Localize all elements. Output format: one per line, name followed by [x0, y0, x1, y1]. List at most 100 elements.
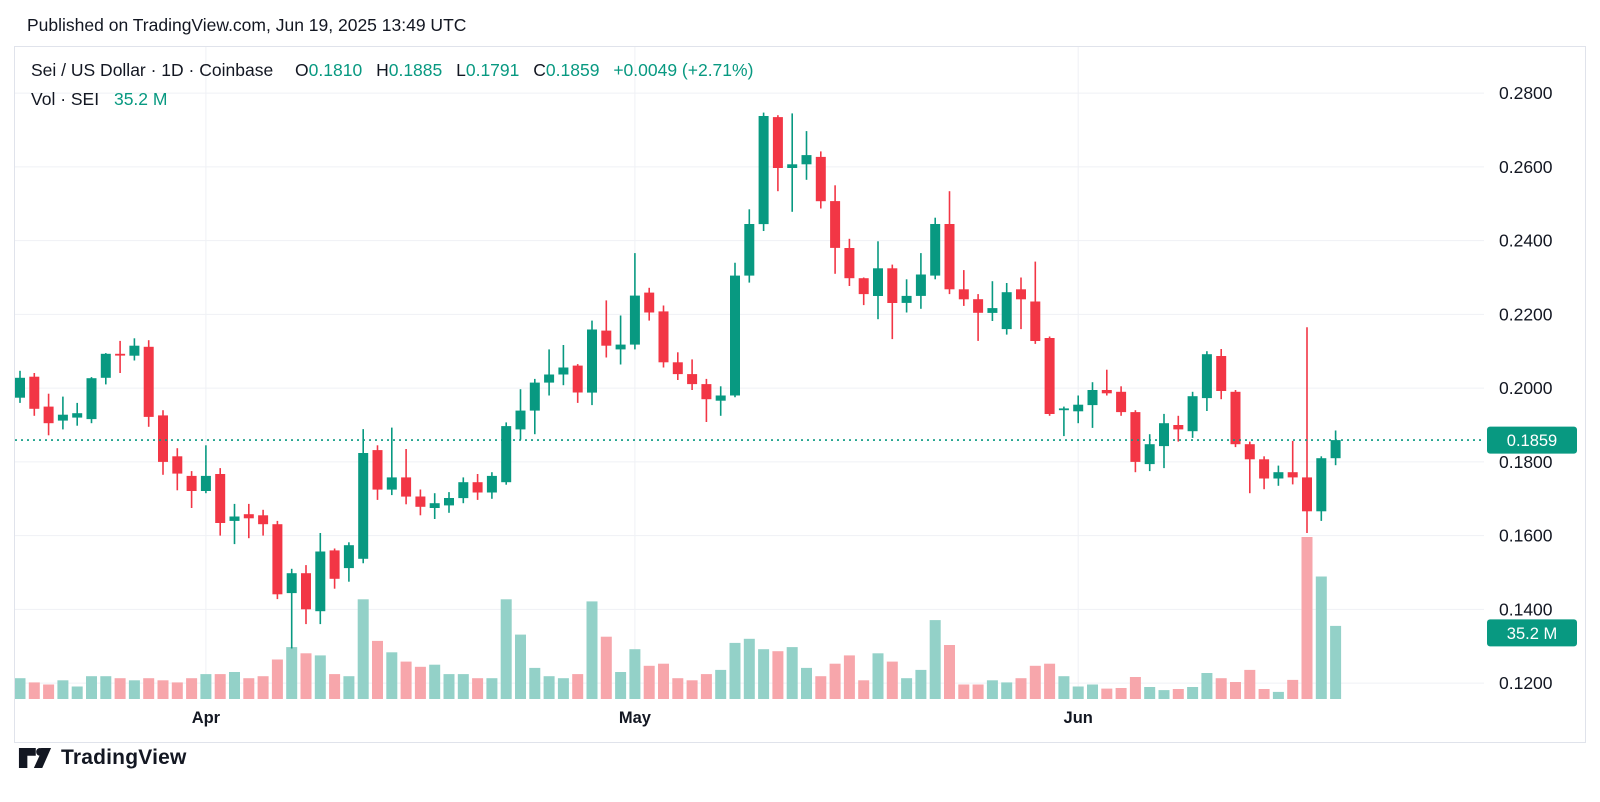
candle-body: [115, 353, 126, 356]
candle-body: [1016, 289, 1026, 300]
candle-body: [186, 475, 197, 491]
volume-bar: [858, 680, 870, 699]
volume-bar: [1087, 684, 1098, 699]
price-badge: 0.1859: [1487, 426, 1577, 454]
volume-bar: [57, 680, 69, 699]
y-axis-label[interactable]: 0.1600: [1499, 526, 1553, 546]
candle-body: [615, 344, 626, 350]
candle-body: [200, 475, 211, 491]
candle-body: [358, 453, 369, 559]
candle-body: [1173, 425, 1184, 430]
volume-bar: [329, 674, 341, 699]
candle-body: [558, 367, 569, 375]
candle-body: [715, 395, 726, 401]
candle-body: [1058, 408, 1069, 411]
low-label: L: [456, 60, 466, 80]
candle-body: [86, 378, 97, 420]
volume-bar: [15, 678, 26, 699]
y-axis-label[interactable]: 0.2200: [1499, 304, 1553, 324]
candle-body: [329, 550, 340, 579]
volume-badge: 35.2 M: [1487, 619, 1577, 647]
price-chart-canvas[interactable]: 0.2800 0.2600 0.2400 0.2200 0.2000 0.1800 0.16…: [15, 47, 1585, 742]
volume-bar: [1144, 687, 1156, 699]
candle-body: [386, 477, 397, 490]
volume-bar: [357, 599, 369, 699]
high-value: 0.1885: [388, 60, 443, 80]
volume-bar: [1158, 690, 1170, 699]
change-value: +0.0049 (+2.71%): [613, 60, 754, 80]
y-axis-label[interactable]: 0.2400: [1499, 231, 1553, 251]
volume-bar: [457, 674, 469, 699]
time-axis-label[interactable]: May: [619, 709, 652, 727]
volume-bar: [171, 682, 183, 699]
candle-body: [873, 268, 883, 296]
candle-body: [930, 224, 941, 276]
volume-bar: [429, 664, 441, 699]
candle-body: [272, 524, 283, 595]
candle-body: [744, 224, 755, 276]
volume-bar: [229, 672, 240, 699]
y-axis-label[interactable]: 0.2800: [1499, 83, 1553, 103]
candle-body: [1259, 459, 1270, 479]
candle-body: [1087, 390, 1098, 406]
candle-body: [944, 224, 955, 290]
candle-body: [1159, 423, 1169, 447]
symbol-title: Sei / US Dollar · 1D · Coinbase: [31, 60, 274, 80]
time-axis-label[interactable]: Jun: [1064, 709, 1093, 727]
candle-body: [1287, 472, 1298, 478]
volume-bar: [1115, 688, 1127, 699]
volume-bar: [801, 667, 812, 699]
low-value: 0.1791: [465, 60, 520, 80]
volume-bar: [743, 638, 755, 699]
candle-body: [401, 477, 412, 497]
candle-body: [501, 426, 512, 483]
svg-text:0.1859: 0.1859: [1507, 432, 1557, 450]
brand-text: TradingView: [61, 746, 187, 769]
candle-body: [29, 376, 40, 409]
candle-body: [1101, 390, 1112, 394]
volume-bar: [815, 676, 827, 699]
volume-bar: [286, 647, 298, 699]
candle-body: [486, 475, 497, 493]
candle-body: [172, 456, 183, 474]
candle-body: [1330, 440, 1341, 459]
candle-body: [57, 414, 68, 421]
volume-bar: [543, 676, 555, 699]
candle-body: [243, 514, 254, 519]
volume-bar: [1187, 687, 1199, 699]
candle-body: [844, 248, 855, 279]
volume-bar: [143, 678, 155, 699]
volume-bar: [1129, 677, 1141, 699]
y-axis-label[interactable]: 0.1400: [1499, 599, 1553, 619]
legend-volume-row[interactable]: Vol · SEI 35.2 M: [31, 89, 753, 110]
candle-body: [987, 308, 998, 313]
volume-bar: [214, 674, 226, 699]
volume-bar: [86, 676, 97, 699]
volume-bar: [486, 678, 498, 699]
y-axis-label[interactable]: 0.1200: [1499, 673, 1553, 693]
candle-body: [415, 496, 426, 507]
y-axis-label[interactable]: 0.2600: [1499, 157, 1553, 177]
high-label: H: [376, 60, 389, 80]
candle-body: [515, 410, 526, 430]
volume-bar: [386, 652, 398, 699]
candle-body: [301, 573, 311, 610]
candle-body: [915, 274, 926, 296]
volume-bar: [986, 680, 998, 699]
candle-body: [1273, 472, 1284, 479]
candle-body: [429, 503, 440, 508]
volume-bar: [600, 636, 612, 699]
y-axis-label[interactable]: 0.2000: [1499, 378, 1553, 398]
volume-bar: [200, 674, 212, 699]
volume-bar: [1015, 678, 1027, 699]
volume-bar: [944, 645, 955, 699]
volume-bar: [414, 666, 426, 699]
volume-bar: [843, 655, 855, 699]
time-axis-label[interactable]: Apr: [192, 709, 221, 727]
candle-body: [72, 413, 83, 418]
footer-brand[interactable]: TradingView: [18, 745, 187, 771]
candle-body: [658, 311, 669, 363]
y-axis-label[interactable]: 0.1800: [1499, 452, 1553, 472]
volume-bar: [472, 678, 484, 699]
legend-symbol-row[interactable]: Sei / US Dollar · 1D · Coinbase O0.1810 …: [31, 60, 753, 81]
